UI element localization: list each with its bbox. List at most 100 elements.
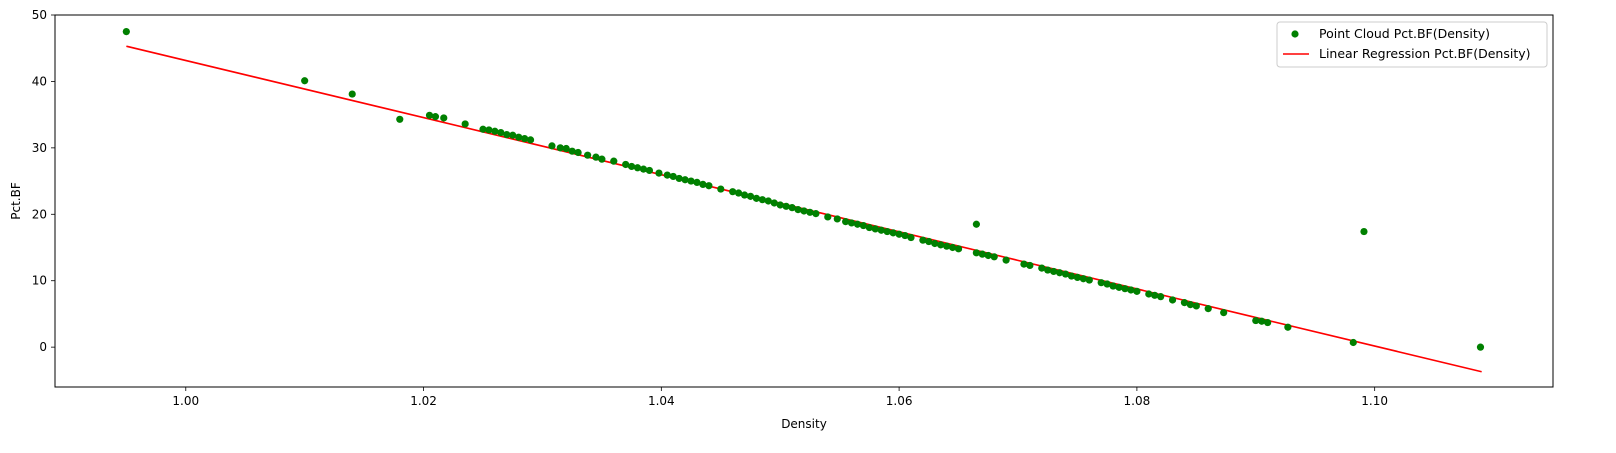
legend-marker-point-cloud [1291, 30, 1299, 38]
data-point [800, 207, 808, 215]
data-point [943, 242, 951, 250]
data-point [729, 188, 737, 196]
data-point [770, 199, 778, 207]
data-point [972, 249, 980, 257]
y-tick-label: 30 [32, 141, 47, 155]
data-point [645, 166, 654, 175]
data-point [847, 219, 856, 227]
data-point [526, 136, 535, 144]
x-tick-label: 1.06 [886, 394, 913, 408]
y-tick-label: 10 [32, 274, 47, 288]
data-point [812, 210, 820, 218]
x-tick-label: 1.10 [1361, 394, 1388, 408]
data-point [705, 182, 713, 190]
data-point [1360, 227, 1368, 236]
data-point [1145, 290, 1153, 298]
data-point [687, 177, 695, 185]
data-point [1073, 273, 1082, 281]
data-point [497, 128, 505, 137]
data-point [1133, 287, 1141, 295]
data-point [1192, 302, 1200, 310]
data-point [931, 239, 939, 248]
data-point [633, 164, 642, 172]
data-point [842, 217, 850, 226]
data-point [895, 230, 903, 238]
data-point [806, 208, 814, 216]
data-point [1180, 299, 1189, 307]
data-point [717, 185, 725, 193]
data-point [461, 120, 469, 128]
data-point [978, 250, 986, 258]
data-point [1061, 270, 1070, 278]
data-point [752, 194, 761, 202]
x-tick-label: 1.04 [648, 394, 675, 408]
legend-label-regression-line: Linear Regression Pct.BF(Density) [1319, 46, 1531, 61]
data-point [663, 171, 671, 179]
data-point [425, 111, 434, 119]
y-axis-label: Pct.BF [9, 182, 23, 220]
data-point [669, 172, 677, 181]
data-point [746, 192, 755, 200]
y-tick-label: 0 [39, 340, 47, 354]
x-tick-label: 1.08 [1124, 394, 1151, 408]
x-axis-ticks: 1.00 1.02 1.04 1.06 1.08 1.10 [172, 387, 1388, 408]
data-point [1026, 261, 1034, 270]
data-point [877, 226, 885, 234]
data-point [788, 204, 796, 212]
data-point [556, 144, 564, 152]
plot-frame [54, 14, 1554, 388]
data-point [491, 127, 499, 135]
data-point [699, 180, 707, 188]
data-point [990, 253, 998, 261]
data-point [782, 202, 790, 210]
data-point [1109, 282, 1117, 290]
data-point [610, 157, 618, 165]
legend-label-point-cloud: Point Cloud Pct.BF(Density) [1319, 26, 1490, 41]
data-point [901, 231, 909, 240]
data-point [1097, 279, 1105, 287]
data-point [972, 220, 980, 228]
data-point [1115, 283, 1123, 291]
data-point [1020, 260, 1028, 268]
data-point [871, 225, 879, 233]
data-point [440, 114, 448, 122]
data-point [954, 245, 963, 253]
x-tick-label: 1.02 [410, 394, 437, 408]
data-point [1044, 266, 1052, 274]
legend-box [1276, 21, 1548, 68]
plot-content [122, 28, 1485, 373]
y-axis-ticks: 0 10 20 30 40 50 [32, 8, 55, 354]
data-point [984, 251, 992, 260]
data-point [907, 233, 915, 242]
data-point [1349, 338, 1357, 347]
x-axis-label: Density [781, 417, 827, 431]
data-point [584, 151, 592, 159]
data-point [628, 162, 636, 171]
data-point [1056, 269, 1064, 277]
data-point [348, 90, 356, 98]
data-point [622, 160, 630, 169]
data-point [919, 236, 927, 244]
data-point [794, 206, 802, 214]
y-tick-label: 50 [32, 8, 47, 22]
data-point [1157, 293, 1165, 301]
data-point [503, 130, 511, 139]
data-point [1151, 291, 1159, 299]
data-point [592, 153, 600, 161]
data-point [548, 142, 556, 150]
data-point [1050, 267, 1058, 276]
data-point [574, 148, 582, 157]
data-point [740, 191, 749, 199]
data-point [758, 196, 766, 204]
data-point [883, 227, 891, 236]
data-point [485, 126, 493, 134]
data-point [889, 229, 897, 237]
data-point [859, 221, 868, 230]
data-point [735, 189, 743, 197]
data-point [479, 125, 487, 133]
data-point [396, 115, 404, 123]
legend: Point Cloud Pct.BF(Density) Linear Regre… [1276, 21, 1548, 68]
data-point [1121, 285, 1129, 293]
data-point [568, 147, 576, 155]
